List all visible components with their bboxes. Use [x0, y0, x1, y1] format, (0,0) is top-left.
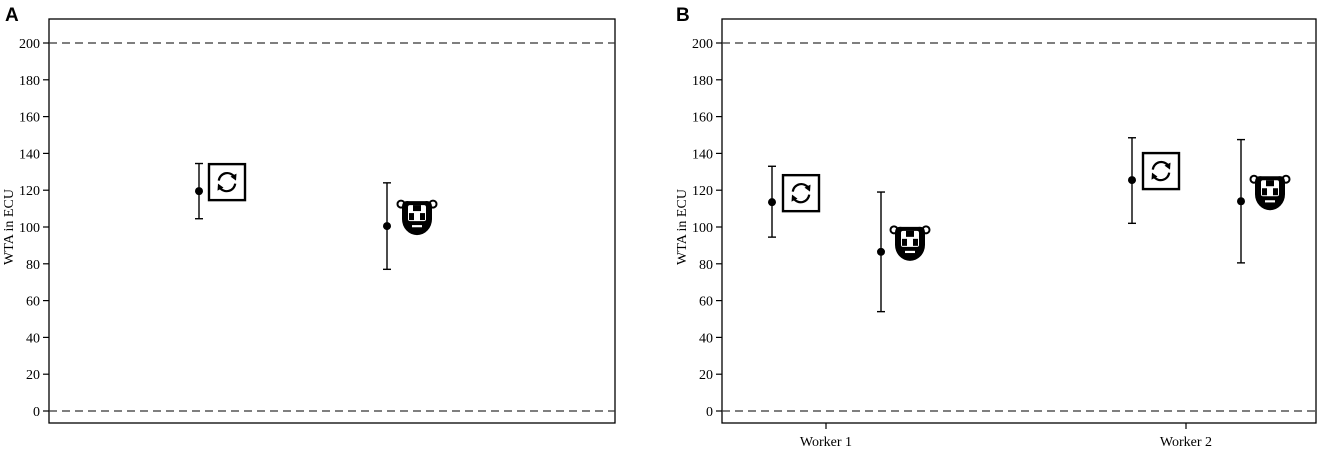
arrow-head — [217, 183, 224, 191]
point-marker — [877, 247, 885, 256]
icon-frame — [781, 173, 821, 213]
refresh-icon — [1141, 151, 1181, 191]
robot-visor — [1266, 180, 1274, 187]
plot-frame — [48, 18, 616, 424]
robot-icon — [396, 199, 438, 236]
y-tick-label: 40 — [26, 331, 40, 346]
robot-eye — [1273, 188, 1278, 196]
y-tick-label: 160 — [19, 111, 40, 126]
y-axis-title: WTA in ECU — [2, 189, 17, 265]
x-tick-label: Worker 1 — [800, 435, 852, 450]
robot-visor — [906, 230, 914, 237]
y-tick-label: 180 — [19, 74, 40, 89]
y-tick-label: 20 — [699, 368, 713, 383]
y-axis-title: WTA in ECU — [675, 189, 690, 265]
robot-eye — [1262, 188, 1267, 196]
refresh-icon — [207, 162, 247, 202]
y-tick-label: 140 — [692, 147, 713, 162]
y-tick-label: 140 — [19, 147, 40, 162]
y-tick-label: 120 — [19, 184, 40, 199]
icon-frame — [1141, 151, 1181, 191]
robot-eye — [902, 238, 907, 246]
y-tick-label: 100 — [19, 221, 40, 236]
refresh-icon — [781, 173, 821, 213]
point-marker — [195, 187, 203, 196]
chart-panel-a: A 0 20 40 60 80 100 120 140 160 180 200 WTA in ECU — [2, 5, 616, 424]
y-tick-label: 200 — [19, 37, 40, 52]
y-tick-label: 120 — [692, 184, 713, 199]
point-marker — [1237, 197, 1245, 206]
data-point — [768, 165, 821, 238]
y-tick-label: 180 — [692, 74, 713, 89]
data-point — [383, 182, 438, 271]
panel-letter: A — [5, 5, 19, 26]
robot-mouth — [1265, 200, 1275, 203]
data-point — [1237, 138, 1291, 264]
data-point — [877, 191, 931, 313]
arrow-head — [1164, 162, 1171, 170]
data-point — [195, 162, 247, 220]
y-tick-label: 0 — [33, 405, 40, 420]
robot-eye — [409, 213, 414, 221]
y-tick-label: 0 — [706, 405, 713, 420]
robot-icon — [889, 225, 931, 261]
y-tick-label: 200 — [692, 37, 713, 52]
y-tick-label: 80 — [26, 258, 40, 273]
arrow-head — [230, 173, 237, 181]
robot-mouth — [905, 250, 915, 254]
icon-frame — [207, 162, 247, 202]
arrow-head — [1151, 172, 1158, 180]
robot-icon — [1249, 174, 1291, 211]
y-tick-label: 80 — [699, 258, 713, 273]
chart-panel-b: B 0 20 40 60 80 100 120 140 160 180 200 WTA in ECU Wo… — [675, 5, 1317, 450]
x-tick-label: Worker 2 — [1160, 435, 1212, 450]
robot-mouth — [412, 225, 422, 228]
arrow-head — [804, 184, 811, 192]
robot-eye — [913, 238, 918, 246]
y-tick-label: 60 — [699, 295, 713, 310]
panel-letter: B — [676, 5, 690, 26]
data-point — [1128, 137, 1181, 225]
y-tick-label: 60 — [26, 295, 40, 310]
y-tick-label: 100 — [692, 221, 713, 236]
arrow-head — [791, 194, 798, 202]
plot-frame — [721, 18, 1317, 424]
point-marker — [1128, 176, 1136, 185]
y-tick-label: 40 — [699, 331, 713, 346]
point-marker — [383, 222, 391, 231]
y-tick-label: 20 — [26, 368, 40, 383]
robot-visor — [413, 205, 421, 212]
y-tick-label: 160 — [692, 111, 713, 126]
point-marker — [768, 198, 776, 207]
robot-eye — [420, 213, 425, 221]
